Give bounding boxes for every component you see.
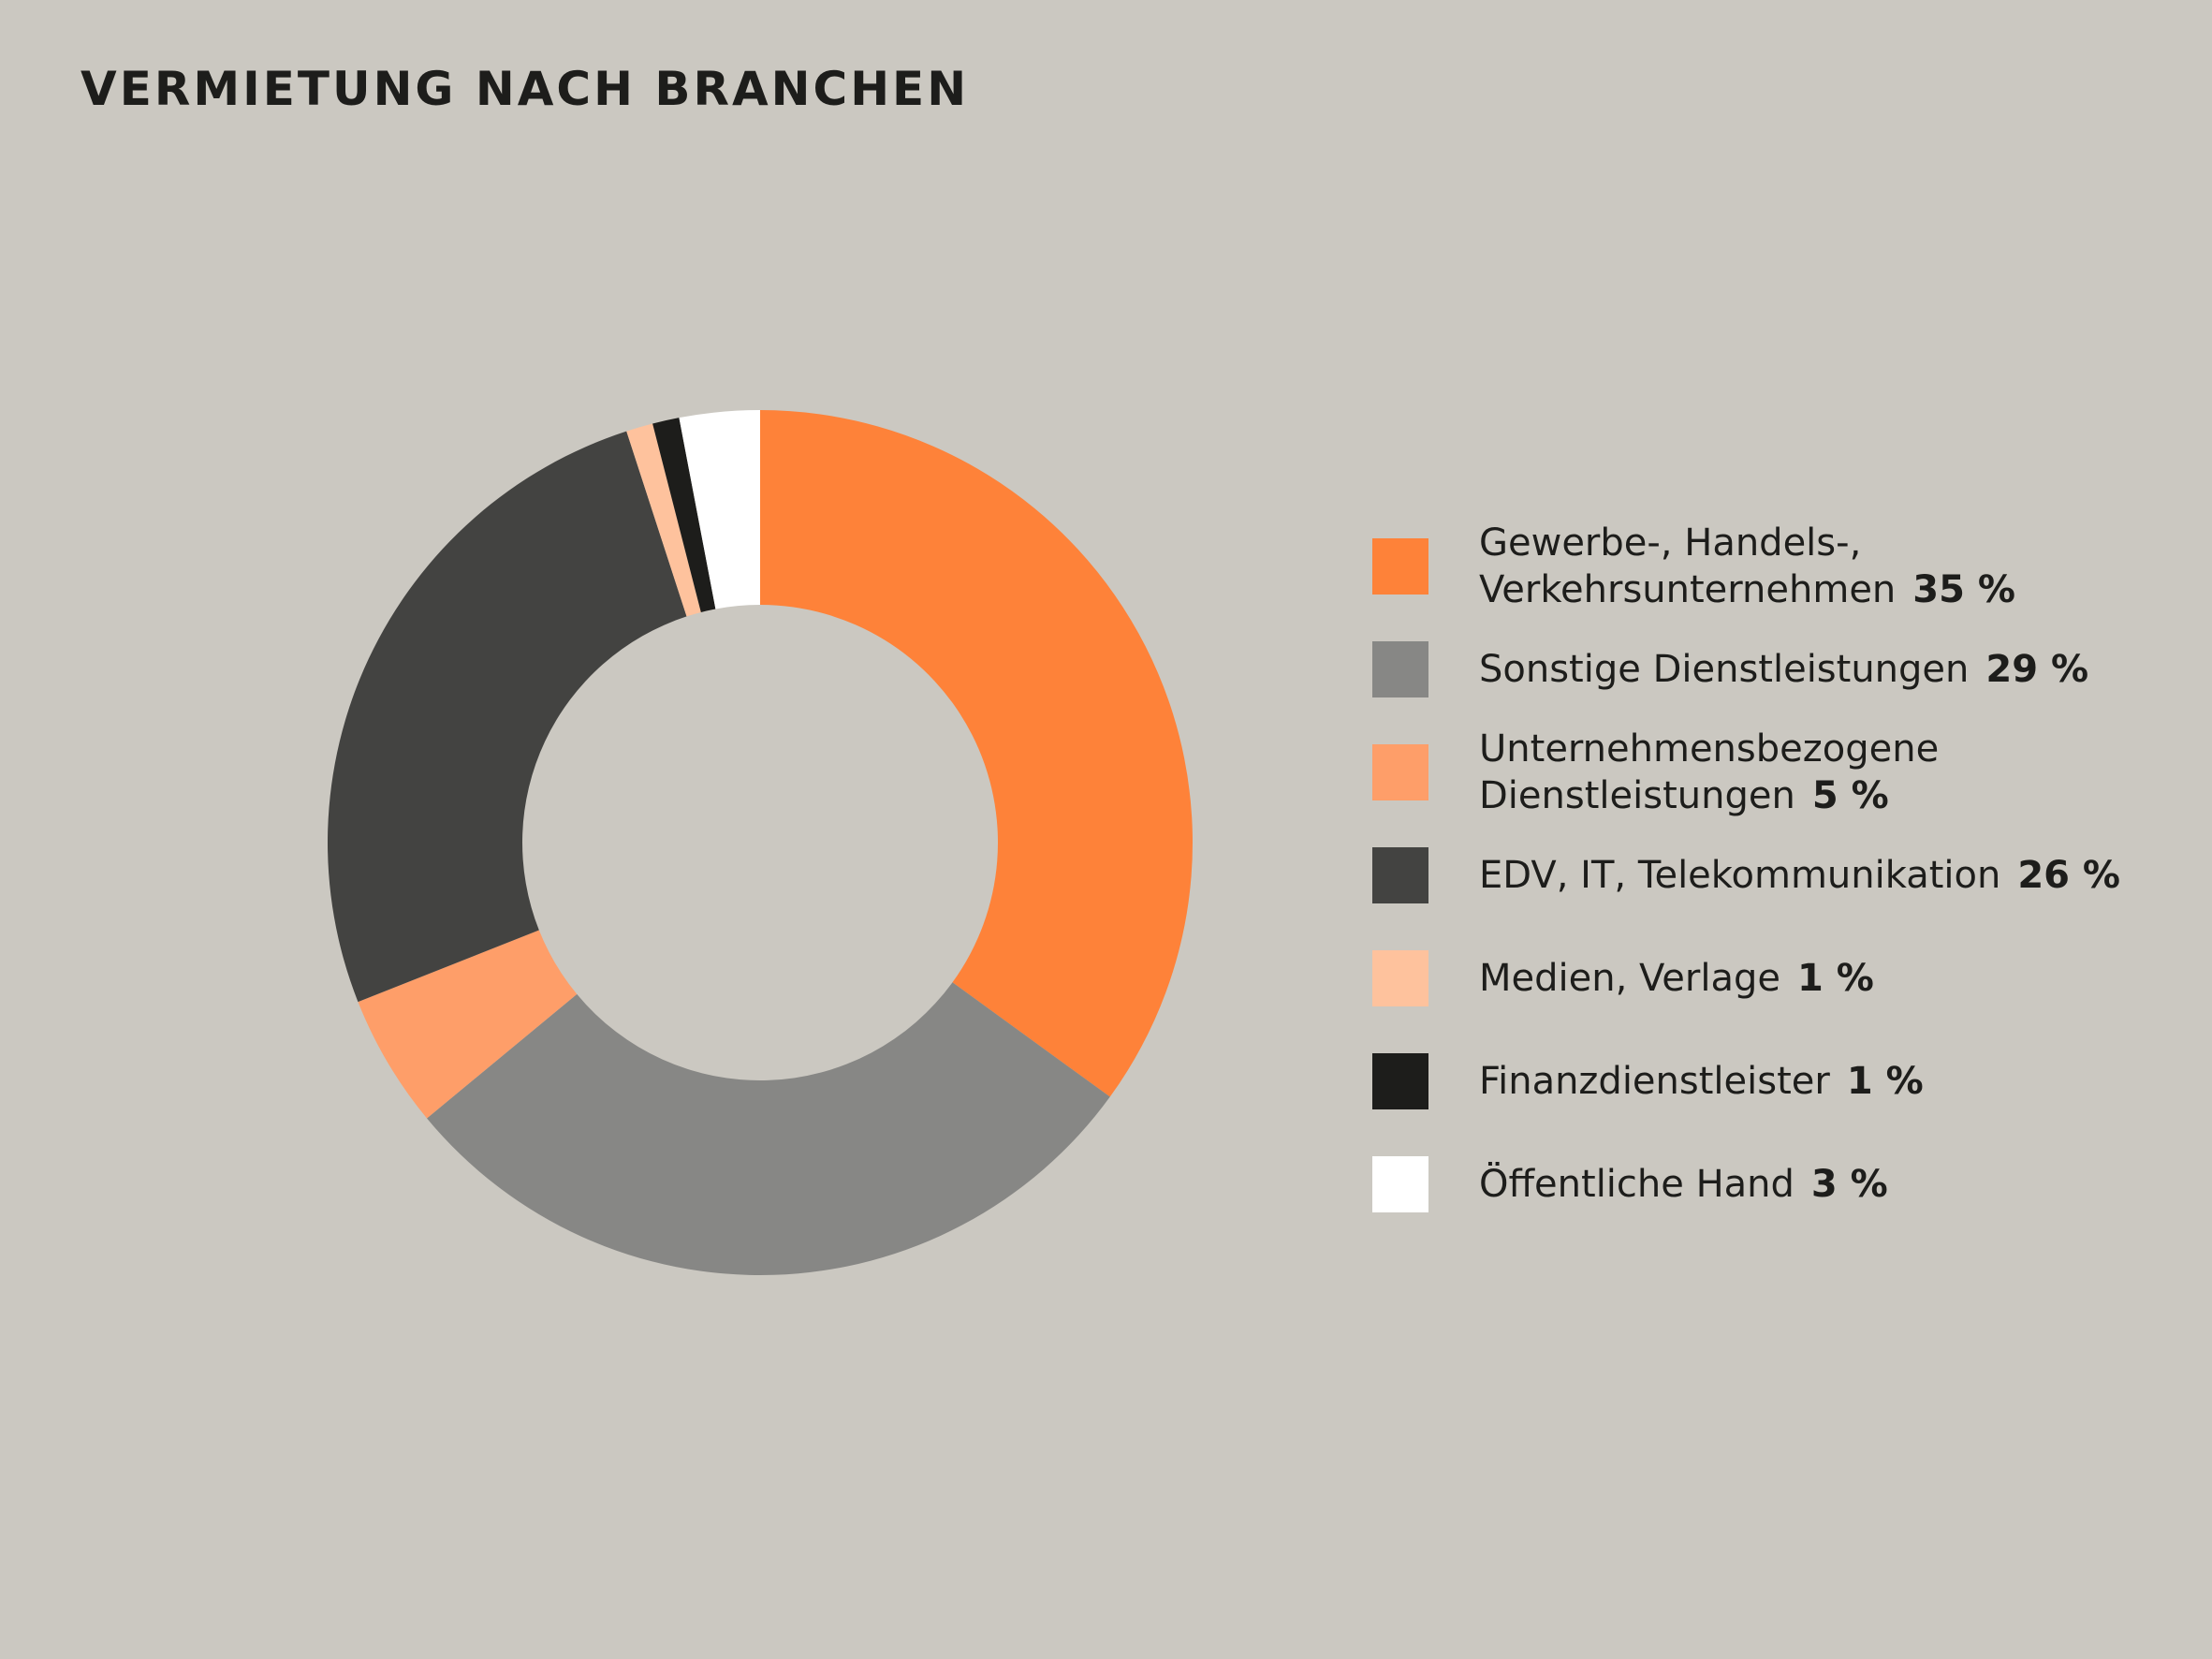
legend-label: Unternehmensbezogene Dienstleistungen xyxy=(1479,727,1940,817)
legend-value: 1 % xyxy=(1846,1060,1924,1103)
legend-item-medien: Medien, Verlage 1 % xyxy=(1372,927,2177,1030)
legend-swatch xyxy=(1372,847,1428,903)
legend-swatch xyxy=(1372,538,1428,595)
legend-text: Öffentliche Hand 3 % xyxy=(1479,1161,1888,1208)
legend-text: Finanzdienstleister 1 % xyxy=(1479,1058,1924,1105)
legend-label: EDV, IT, Telekommunikation xyxy=(1479,854,2001,897)
donut-slice xyxy=(328,431,687,1003)
legend-text: Medien, Verlage 1 % xyxy=(1479,955,1874,1002)
legend-item-edv: EDV, IT, Telekommunikation 26 % xyxy=(1372,824,2177,927)
legend-label: Sonstige Dienstleistungen xyxy=(1479,648,1970,691)
legend-label: Öffentliche Hand xyxy=(1479,1163,1795,1206)
legend-text: EDV, IT, Telekommunikation 26 % xyxy=(1479,852,2120,899)
legend-label: Medien, Verlage xyxy=(1479,957,1780,1000)
legend-item-sonstige: Sonstige Dienstleistungen 29 % xyxy=(1372,618,2177,721)
donut-slice xyxy=(760,410,1193,1097)
legend-swatch xyxy=(1372,1156,1428,1212)
chart-title: VERMIETUNG NACH BRANCHEN xyxy=(81,62,970,116)
legend-swatch xyxy=(1372,744,1428,800)
legend-text: Unternehmensbezogene Dienstleistungen 5 % xyxy=(1479,726,1939,819)
legend-swatch xyxy=(1372,950,1428,1006)
legend-item-gewerbe: Gewerbe-, Handels-, Verkehrsunternehmen 3… xyxy=(1372,515,2177,618)
legend-item-unternehmensbezogen: Unternehmensbezogene Dienstleistungen 5 % xyxy=(1372,721,2177,824)
legend-swatch xyxy=(1372,1053,1428,1109)
legend-value: 1 % xyxy=(1796,957,1874,1000)
legend-value: 5 % xyxy=(1811,774,1889,817)
legend-text: Sonstige Dienstleistungen 29 % xyxy=(1479,646,2088,693)
legend-text: Gewerbe-, Handels-, Verkehrsunternehmen 3… xyxy=(1479,520,2015,613)
donut-slice xyxy=(358,930,578,1119)
donut-slice xyxy=(427,982,1110,1275)
donut-slice xyxy=(679,410,760,609)
donut-slice xyxy=(652,418,716,612)
legend-label: Gewerbe-, Handels-, Verkehrsunternehmen xyxy=(1479,521,1897,611)
donut-slice xyxy=(626,423,701,617)
legend-item-finanz: Finanzdienstleister 1 % xyxy=(1372,1030,2177,1133)
legend-value: 35 % xyxy=(1912,568,2015,611)
legend-value: 3 % xyxy=(1810,1163,1888,1206)
legend-label: Finanzdienstleister xyxy=(1479,1060,1830,1103)
legend-value: 29 % xyxy=(1985,648,2089,691)
legend-swatch xyxy=(1372,641,1428,697)
legend-item-oeffentlich: Öffentliche Hand 3 % xyxy=(1372,1133,2177,1236)
legend-value: 26 % xyxy=(2017,854,2121,897)
